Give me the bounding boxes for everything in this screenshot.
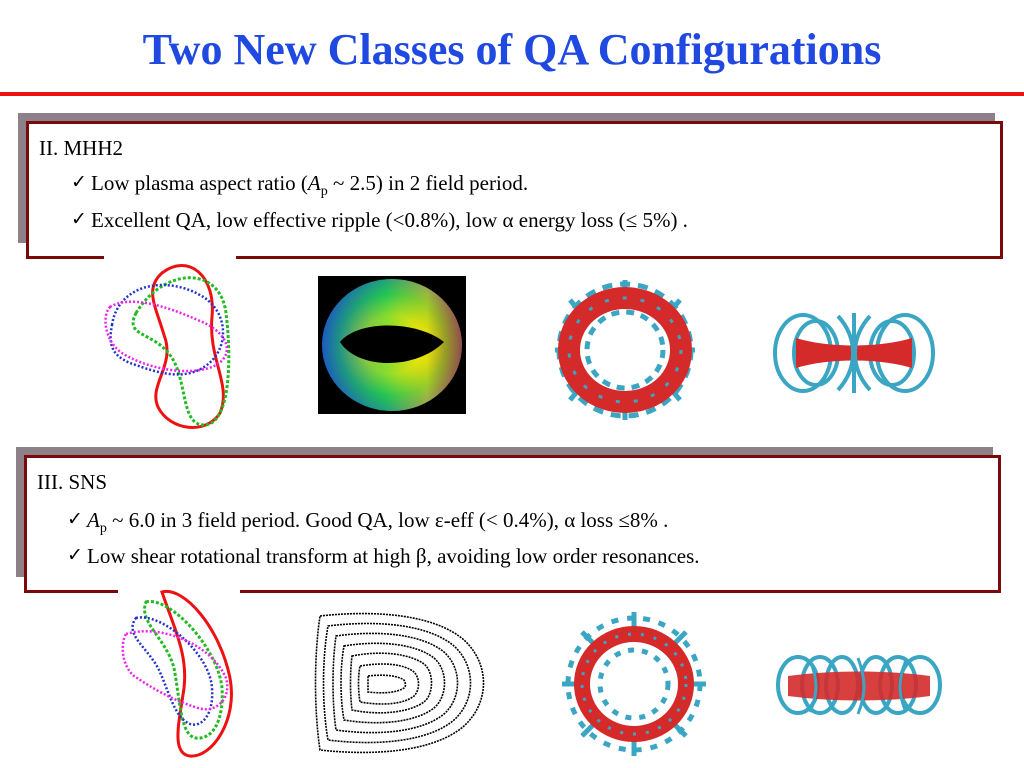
section-box-mhh2: II. MHH2 ✓ Low plasma aspect ratio (Ap ~ … [26, 121, 1003, 259]
bullet-line: ✓ Ap ~ 6.0 in 3 field period. Good QA, lo… [67, 508, 669, 537]
section-box-sns: III. SNS ✓ Ap ~ 6.0 in 3 field period. Go… [24, 455, 1001, 593]
bullet-line: ✓ Low shear rotational transform at high … [67, 544, 700, 568]
checkmark-icon: ✓ [71, 171, 87, 193]
coil-set-side-view-sns [776, 655, 942, 715]
checkmark-icon: ✓ [71, 208, 87, 230]
checkmark-icon: ✓ [67, 508, 83, 530]
title-divider [0, 92, 1024, 96]
checkmark-icon: ✓ [67, 544, 83, 566]
coil-set-top-view-sns [562, 612, 706, 756]
bullet-line: ✓ Low plasma aspect ratio (Ap ~ 2.5) in 2… [71, 171, 529, 200]
section-heading: II. MHH2 [39, 136, 123, 160]
coil-set-side-view-mhh2 [773, 313, 935, 393]
bullet-line: ✓ Excellent QA, low effective ripple (<0.… [71, 208, 688, 232]
cross-section-plot-mhh2 [104, 255, 236, 435]
page-title: Two New Classes of QA Configurations [142, 25, 882, 74]
section-heading: III. SNS [37, 470, 108, 494]
poincare-plot-sns [314, 612, 485, 754]
magnetic-field-render-mhh2 [318, 276, 466, 414]
cross-section-plot-sns [118, 588, 240, 764]
coil-set-top-view-mhh2 [555, 280, 695, 420]
